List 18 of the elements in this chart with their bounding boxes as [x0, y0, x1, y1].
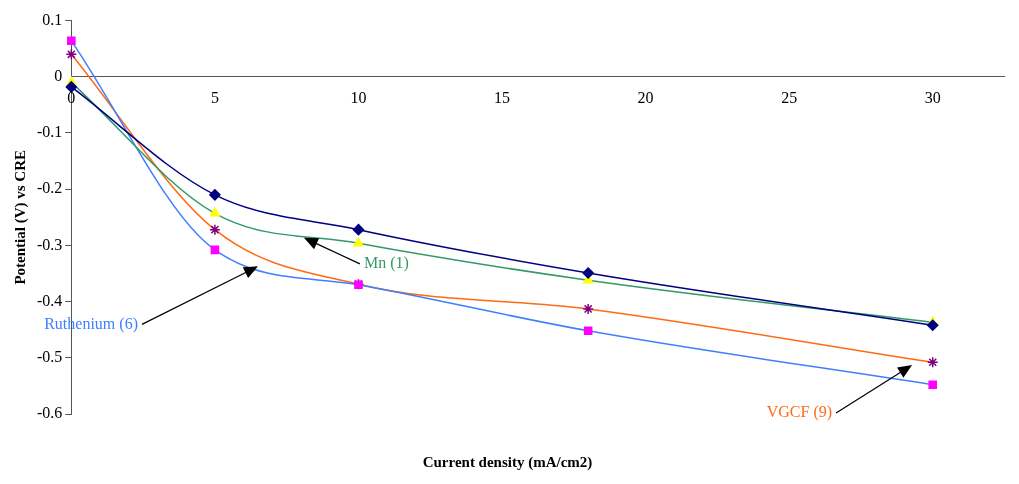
x-axis-title: Current density (mA/cm2): [422, 453, 593, 471]
series-label: Mn (1): [363, 254, 409, 273]
x-tick-label: 15: [494, 89, 511, 106]
x-tick-label: 10: [350, 89, 367, 106]
y-tick-label: -0.4: [37, 291, 63, 309]
x-tick-label: 5: [210, 89, 219, 106]
y-tick-label: -0.6: [37, 404, 63, 422]
y-tick-label: -0.5: [37, 348, 63, 365]
x-tick-label: 25: [781, 89, 798, 106]
y-tick-label: -0.3: [37, 235, 63, 253]
y-tick-label: -0.1: [37, 123, 63, 141]
x-tick-label: 30: [924, 89, 941, 106]
y-axis-title: Potential (V) vs CRE: [11, 150, 29, 285]
y-tick-label: -0.2: [37, 179, 63, 197]
x-tick-label: 20: [637, 89, 654, 106]
text: VGCF (9): [766, 403, 833, 422]
y-tick-label: 0.1: [42, 10, 63, 28]
y-tick-label: 0: [54, 67, 63, 84]
